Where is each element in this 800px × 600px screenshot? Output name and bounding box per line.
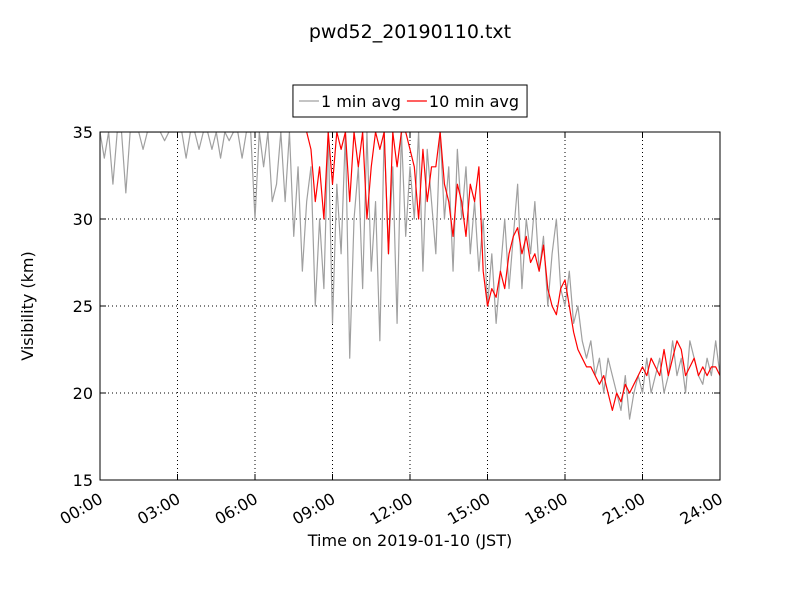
plot-lines bbox=[100, 132, 720, 420]
y-tick-label: 30 bbox=[73, 210, 93, 229]
legend-label: 1 min avg bbox=[321, 92, 401, 111]
y-axis-label: Visibility (km) bbox=[18, 251, 37, 360]
legend: 1 min avg 10 min avg bbox=[292, 84, 528, 118]
legend-label: 10 min avg bbox=[429, 92, 519, 111]
x-axis-label: Time on 2019-01-10 (JST) bbox=[307, 531, 512, 550]
chart-title: pwd52_20190110.txt bbox=[309, 21, 511, 43]
y-tick-label: 15 bbox=[73, 471, 93, 490]
series-line bbox=[306, 132, 720, 411]
y-tick-label: 35 bbox=[73, 123, 93, 142]
y-tick-label: 25 bbox=[73, 297, 93, 316]
y-tick-label: 20 bbox=[73, 384, 93, 403]
